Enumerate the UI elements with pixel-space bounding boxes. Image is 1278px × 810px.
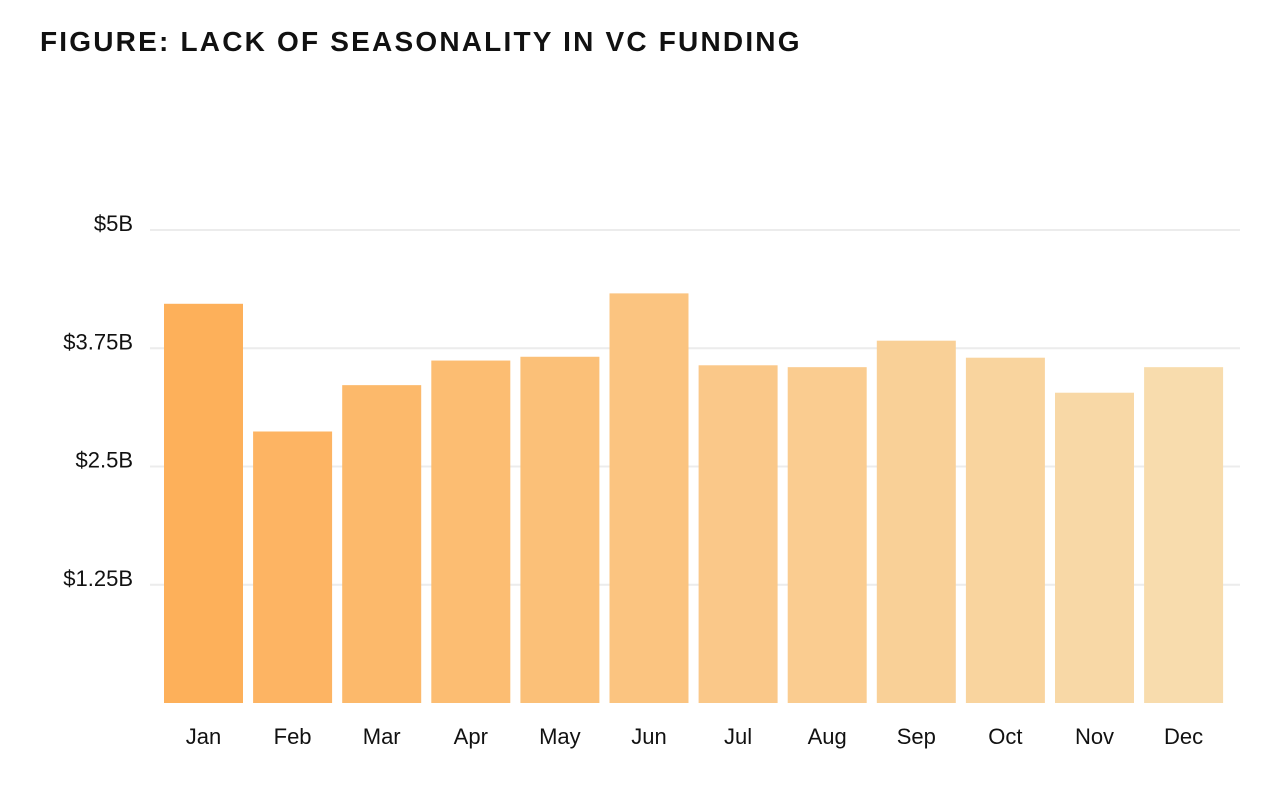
x-tick-label: Dec [1164,724,1203,749]
y-tick-label: $2.5B [76,448,134,473]
bar-dec [1144,367,1224,703]
x-tick-label: Sep [897,724,936,749]
bar-sep [876,340,956,703]
y-tick-label: $5B [94,211,133,236]
x-tick-label: Jun [631,724,666,749]
bar-feb [253,431,333,703]
bar-may [520,356,600,703]
x-tick-label: Jul [724,724,752,749]
bar-mar [342,385,422,703]
x-tick-label: May [539,724,581,749]
bar-jan [164,303,243,703]
x-tick-label: Aug [808,724,847,749]
x-tick-label: Feb [274,724,312,749]
y-tick-label: $1.25B [63,566,133,591]
bar-nov [1055,392,1134,703]
bar-jun [609,293,689,703]
x-tick-label: Jan [186,724,221,749]
bars [164,293,1224,703]
bar-jul [698,365,778,703]
x-tick-label: Oct [988,724,1022,749]
x-tick-label: Mar [363,724,401,749]
bar-aug [787,367,867,703]
x-axis-ticks: Jan Feb Mar Apr May Jun Jul Aug Sep Oct Nov Dec [186,724,1203,749]
chart-title: FIGURE: LACK OF SEASONALITY IN VC FUNDIN… [40,26,802,57]
x-tick-label: Apr [454,724,488,749]
y-tick-label: $3.75B [63,329,133,354]
x-tick-label: Nov [1075,724,1114,749]
y-axis-ticks: $1.25B $2.5B $3.75B $5B [63,211,133,591]
bar-apr [431,360,511,703]
bar-oct [965,357,1045,703]
